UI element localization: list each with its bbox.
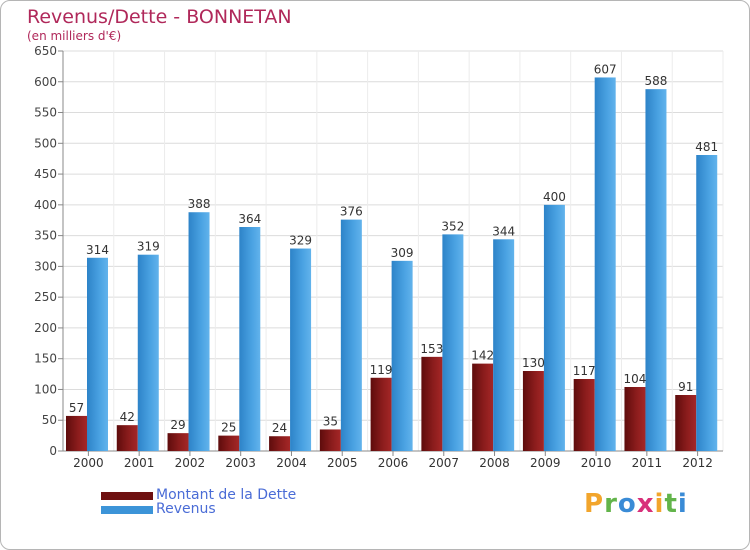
data-label-debt: 104 [624,372,647,386]
x-tick-label: 2000 [73,456,104,470]
y-tick-label: 100 [34,382,57,396]
bar-debt [472,363,494,451]
data-label-revenue: 607 [594,62,617,76]
data-label-revenue: 319 [137,240,160,254]
data-label-debt: 130 [522,356,545,370]
data-label-revenue: 364 [238,212,261,226]
bar-debt [269,436,291,451]
data-label-debt: 142 [471,349,494,363]
y-tick-label: 200 [34,321,57,335]
bar-debt [319,429,341,451]
legend-label-debt: Montant de la Dette [156,487,297,503]
data-label-debt: 153 [420,342,443,356]
bar-debt [66,415,87,451]
data-label-revenue: 329 [289,234,312,248]
data-label-debt: 25 [221,421,236,435]
legend-swatch-debt [101,492,153,500]
logo-letter: r [604,489,618,519]
x-tick-label: 2012 [682,456,713,470]
x-tick-label: 2006 [378,456,409,470]
x-tick-label: 2002 [175,456,206,470]
x-tick-label: 2007 [428,456,459,470]
y-tick-label: 450 [34,167,57,181]
data-label-revenue: 376 [340,205,363,219]
bar-revenue [442,234,464,451]
data-label-revenue: 481 [695,140,718,154]
y-tick-label: 0 [49,444,57,458]
x-tick-label: 2008 [479,456,510,470]
bar-debt [218,435,240,451]
data-label-revenue: 352 [441,219,464,233]
bar-debt [573,379,595,451]
bar-debt [675,395,697,451]
bar-debt [421,356,443,451]
logo-letter: t [664,489,678,519]
bar-revenue [493,239,515,451]
bar-revenue [239,227,261,451]
data-label-debt: 42 [120,410,135,424]
bar-debt [522,371,544,451]
x-tick-label: 2003 [225,456,256,470]
logo-letter: i [654,489,665,519]
y-tick-label: 500 [34,136,57,150]
logo-letter: x [636,489,655,519]
x-tick-label: 2004 [276,456,307,470]
y-tick-label: 650 [34,44,57,58]
data-label-debt: 29 [170,418,185,432]
data-label-debt: 117 [573,364,596,378]
y-tick-label: 600 [34,75,57,89]
bar-revenue [87,257,108,451]
data-label-revenue: 344 [492,224,515,238]
x-tick-label: 2009 [530,456,561,470]
bar-revenue [137,254,159,451]
data-label-debt: 24 [272,421,287,435]
data-label-revenue: 314 [86,243,109,257]
bar-revenue [594,77,616,451]
bar-revenue [340,219,362,451]
bar-revenue [543,204,565,451]
proxiti-logo: Proxiti [584,489,688,519]
x-tick-label: 2001 [124,456,155,470]
y-tick-label: 400 [34,198,57,212]
data-label-debt: 91 [678,380,693,394]
bar-debt [624,387,646,451]
bar-revenue [645,89,667,452]
y-tick-label: 250 [34,290,57,304]
logo-letter: o [617,489,637,519]
bar-debt [370,377,392,451]
chart-subtitle: (en milliers d'€) [27,29,122,43]
data-label-revenue: 400 [543,190,566,204]
y-tick-label: 300 [34,259,57,273]
data-label-debt: 57 [69,401,84,415]
bar-debt [116,425,138,451]
data-label-revenue: 588 [645,74,668,88]
chart-title: Revenus/Dette - BONNETAN [27,6,292,28]
bar-revenue [188,212,210,451]
bar-revenue [696,155,718,451]
logo-letter: P [584,489,605,519]
x-tick-label: 2005 [327,456,358,470]
bar-revenue [391,260,413,451]
x-tick-label: 2011 [632,456,663,470]
data-label-revenue: 309 [391,246,414,260]
y-tick-label: 550 [34,106,57,120]
bar-debt [167,433,189,451]
legend-label-revenue: Revenus [156,501,216,517]
y-tick-label: 350 [34,229,57,243]
bar-revenue [290,248,312,451]
y-tick-label: 50 [42,413,57,427]
x-tick-label: 2010 [581,456,612,470]
logo-letter: i [677,489,688,519]
data-label-debt: 119 [370,363,393,377]
y-tick-label: 150 [34,352,57,366]
data-label-debt: 35 [323,414,338,428]
data-label-revenue: 388 [188,197,211,211]
legend-swatch-revenue [101,506,153,514]
